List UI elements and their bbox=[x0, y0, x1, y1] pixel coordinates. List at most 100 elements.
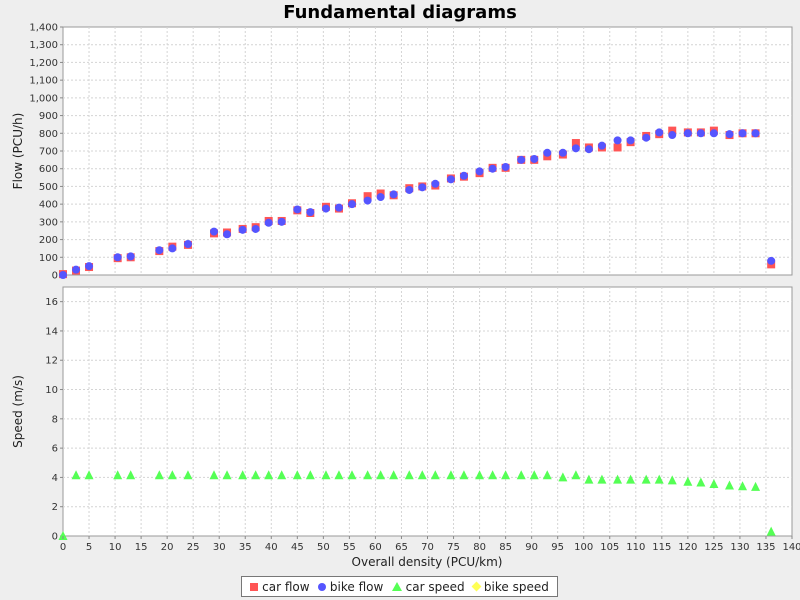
data-point-car-speed bbox=[725, 480, 735, 490]
legend-square-icon bbox=[250, 582, 259, 591]
data-point-bike-flow bbox=[584, 145, 593, 154]
data-point-car-flow bbox=[668, 126, 677, 135]
data-point-bike-flow bbox=[223, 230, 232, 239]
legend-item-bike-speed: bike speed bbox=[471, 579, 549, 594]
legend-label: car flow bbox=[262, 579, 310, 594]
data-point-bike-flow bbox=[530, 154, 539, 163]
data-point-car-speed bbox=[264, 470, 274, 480]
data-point-car-speed bbox=[167, 470, 177, 480]
data-point-car-speed bbox=[613, 474, 623, 484]
y-tick-label: 1,300 bbox=[29, 40, 58, 51]
data-point-car-speed bbox=[488, 470, 498, 480]
y-tick-label: 1,400 bbox=[29, 23, 58, 34]
data-point-bike-flow bbox=[626, 136, 635, 145]
data-point-car-speed bbox=[738, 481, 748, 491]
data-point-bike-flow bbox=[613, 136, 622, 145]
data-point-car-speed bbox=[571, 470, 581, 480]
data-point-bike-flow bbox=[543, 148, 552, 157]
data-point-car-speed bbox=[305, 470, 315, 480]
data-point-bike-flow bbox=[571, 144, 580, 153]
data-point-car-flow bbox=[571, 139, 580, 148]
data-point-car-speed bbox=[154, 470, 164, 480]
data-point-car-speed bbox=[58, 531, 68, 540]
y-tick-label: 4 bbox=[52, 473, 58, 484]
data-point-car-speed bbox=[766, 526, 776, 536]
x-tick-label: 70 bbox=[421, 542, 434, 553]
data-point-car-speed bbox=[696, 477, 706, 487]
x-tick-label: 80 bbox=[473, 542, 486, 553]
legend-label: bike speed bbox=[483, 579, 549, 594]
y-tick-label: 1,100 bbox=[29, 76, 58, 87]
data-point-car-speed bbox=[667, 475, 677, 485]
y-tick-label: 6 bbox=[52, 444, 58, 455]
data-point-bike-flow bbox=[597, 141, 606, 150]
data-point-car-speed bbox=[238, 470, 248, 480]
data-point-bike-flow bbox=[251, 224, 260, 233]
y-tick-label: 16 bbox=[45, 297, 58, 308]
data-point-bike-flow bbox=[376, 193, 385, 202]
data-point-bike-flow bbox=[418, 183, 427, 192]
data-point-car-flow bbox=[613, 143, 622, 152]
data-point-bike-flow bbox=[168, 244, 177, 253]
x-tick-label: 45 bbox=[291, 542, 304, 553]
legend-label: car speed bbox=[405, 579, 465, 594]
data-point-car-speed bbox=[542, 470, 552, 480]
data-point-bike-flow bbox=[709, 129, 718, 138]
data-point-car-speed bbox=[404, 470, 414, 480]
legend-item-car-speed: car speed bbox=[391, 579, 465, 594]
y-tick-label: 400 bbox=[39, 200, 58, 211]
x-tick-label: 140 bbox=[782, 542, 800, 553]
data-point-car-speed bbox=[626, 474, 636, 484]
x-tick-label: 85 bbox=[499, 542, 512, 553]
data-point-bike-flow bbox=[725, 130, 734, 139]
data-point-car-speed bbox=[389, 470, 399, 480]
data-point-bike-flow bbox=[183, 240, 192, 248]
chart-panels: 01002003004005006007008009001,0001,1001,… bbox=[11, 23, 800, 554]
data-point-car-speed bbox=[641, 474, 651, 484]
data-point-bike-flow bbox=[277, 217, 286, 226]
y-tick-label: 900 bbox=[39, 111, 58, 122]
data-point-bike-flow bbox=[155, 246, 164, 255]
y-tick-label: 0 bbox=[52, 271, 58, 282]
data-point-bike-flow bbox=[431, 179, 440, 188]
y-tick-label: 0 bbox=[52, 532, 58, 543]
data-point-car-speed bbox=[683, 476, 693, 486]
y-tick-label: 100 bbox=[39, 253, 58, 264]
data-point-bike-flow bbox=[683, 129, 692, 138]
y-tick-label: 1,200 bbox=[29, 58, 58, 69]
data-point-bike-flow bbox=[126, 252, 135, 261]
x-tick-label: 5 bbox=[86, 542, 92, 553]
data-point-bike-flow bbox=[210, 227, 219, 236]
data-point-bike-flow bbox=[264, 218, 273, 227]
y-tick-label: 300 bbox=[39, 217, 58, 228]
data-point-car-speed bbox=[459, 470, 469, 480]
legend-item-car-flow: car flow bbox=[250, 579, 310, 594]
x-tick-label: 115 bbox=[652, 542, 671, 553]
data-point-bike-flow bbox=[389, 190, 398, 199]
data-point-bike-flow bbox=[113, 253, 122, 262]
data-point-bike-flow bbox=[334, 203, 343, 212]
data-point-bike-flow bbox=[446, 175, 455, 184]
chart-title: Fundamental diagrams bbox=[283, 2, 517, 23]
y-tick-label: 10 bbox=[45, 385, 58, 396]
data-point-bike-flow bbox=[347, 200, 356, 209]
y-tick-label: 500 bbox=[39, 182, 58, 193]
data-point-car-speed bbox=[751, 481, 761, 491]
data-point-car-speed bbox=[84, 470, 94, 480]
x-axis-title: Overall density (PCU/km) bbox=[352, 555, 503, 569]
data-point-car-speed bbox=[183, 470, 193, 480]
chart-panel-2: 0 2 4 6 8 10 12 14 16 Speed (m/s) bbox=[11, 286, 793, 543]
data-point-car-speed bbox=[501, 470, 511, 480]
data-point-bike-flow bbox=[738, 129, 747, 138]
legend-triangle-icon bbox=[391, 582, 402, 591]
x-tick-label: 110 bbox=[626, 542, 645, 553]
data-point-car-flow bbox=[363, 192, 372, 201]
x-tick-label: 125 bbox=[704, 542, 723, 553]
x-tick-label: 25 bbox=[187, 542, 200, 553]
data-point-bike-flow bbox=[475, 167, 484, 176]
data-point-car-speed bbox=[222, 470, 232, 480]
x-tick-label: 100 bbox=[574, 542, 593, 553]
data-point-car-speed bbox=[363, 470, 373, 480]
x-tick-label: 50 bbox=[317, 542, 330, 553]
